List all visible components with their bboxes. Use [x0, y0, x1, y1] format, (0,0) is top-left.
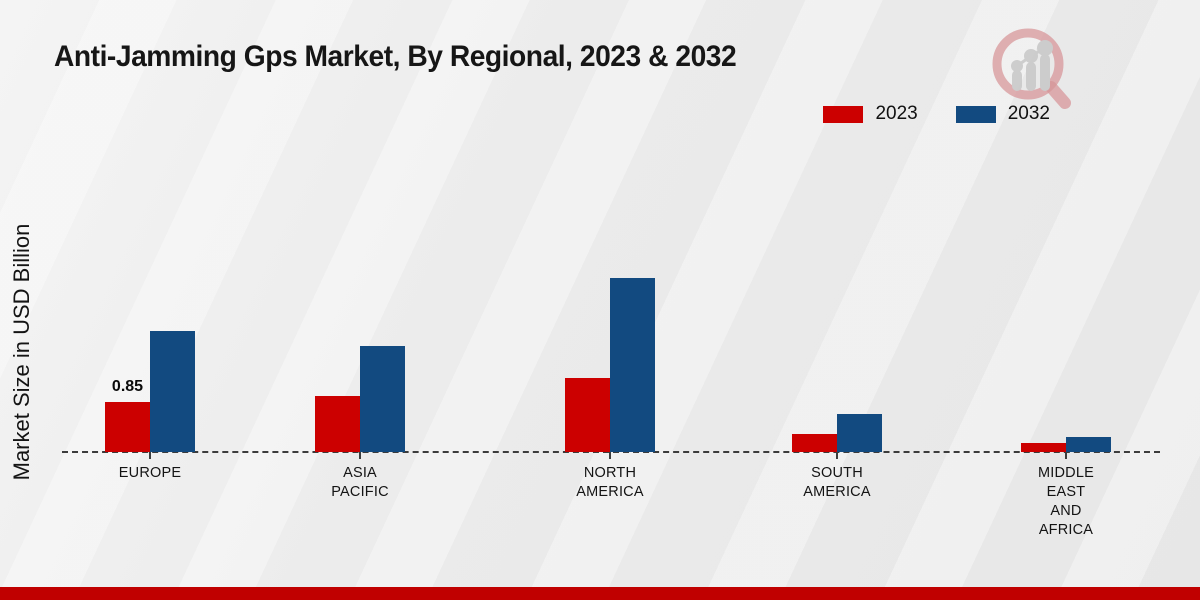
- bar-group-asia-pacific: [315, 346, 405, 452]
- x-axis-tick-asia-pacific: [359, 452, 361, 459]
- bar-group-north-america: [565, 278, 655, 452]
- chart-title: Anti-Jamming Gps Market, By Regional, 20…: [54, 40, 737, 73]
- bar-value-label-europe: 0.85: [111, 378, 144, 395]
- bar-2032-asia-pacific: [360, 346, 405, 452]
- legend-item-2023: 2023: [823, 103, 918, 125]
- category-label-middle-east-and-africa: MIDDLE EAST AND AFRICA: [1038, 465, 1094, 539]
- legend-label-2023: 2023: [875, 103, 918, 124]
- legend-label-2032: 2032: [1007, 103, 1050, 124]
- bar-2023-north-america: [565, 378, 610, 452]
- legend: 2023 2032: [823, 103, 1050, 125]
- bar-2023-europe: 0.85: [105, 378, 150, 452]
- x-axis-baseline: [62, 451, 1160, 453]
- bar-group-middle-east-and-africa: [1021, 437, 1111, 452]
- bar-group-south-america: [792, 414, 882, 452]
- bar-2032-south-america: [837, 414, 882, 452]
- bar-2023-asia-pacific: [315, 396, 360, 452]
- legend-swatch-2023: [823, 105, 864, 123]
- bar-2032-middle-east-and-africa: [1066, 437, 1111, 452]
- bar-2023-south-america: [792, 434, 837, 452]
- x-axis-tick-europe: [149, 452, 151, 459]
- bar-2023-middle-east-and-africa: [1021, 443, 1066, 452]
- category-label-south-america: SOUTH AMERICA: [803, 465, 871, 501]
- category-label-asia-pacific: ASIA PACIFIC: [331, 465, 389, 501]
- market-research-logo-icon: [992, 28, 1071, 109]
- category-label-europe: EUROPE: [118, 465, 182, 481]
- legend-swatch-2032: [955, 105, 996, 123]
- bar-2032-north-america: [610, 278, 655, 452]
- x-axis-tick-north-america: [609, 452, 611, 459]
- legend-item-2032: 2032: [955, 103, 1050, 125]
- category-label-north-america: NORTH AMERICA: [576, 465, 644, 501]
- bar-group-europe: 0.85: [105, 331, 195, 452]
- x-axis-tick-middle-east-and-africa: [1065, 452, 1067, 459]
- footer-accent-band: [0, 587, 1200, 600]
- bar-2032-europe: [150, 331, 195, 452]
- x-axis-tick-south-america: [836, 452, 838, 459]
